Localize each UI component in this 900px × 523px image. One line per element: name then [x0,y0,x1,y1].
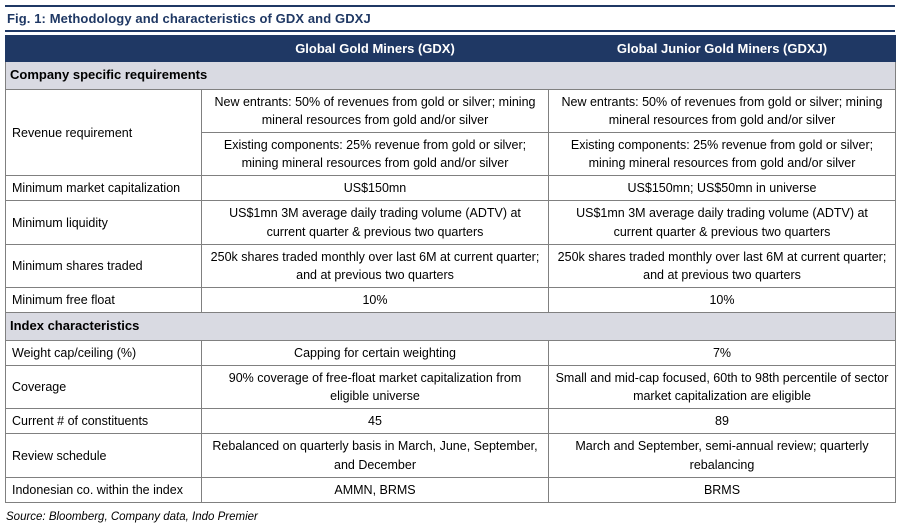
table-row-min-shares-traded: Minimum shares traded 250k shares traded… [5,243,896,288]
cell-coverage-gdxj: Small and mid-cap focused, 60th to 98th … [548,365,896,410]
cell-revenue-new-entrants-gdx: New entrants: 50% of revenues from gold … [201,88,549,134]
table-row-review-schedule: Review schedule Rebalanced on quarterly … [5,433,896,478]
cell-weight-cap-gdxj: 7% [548,339,896,367]
col-header-gdxj: Global Junior Gold Miners (GDXJ) [548,35,896,62]
cell-min-shares-traded-gdx: 250k shares traded monthly over last 6M … [201,243,549,288]
table-row-min-free-float: Minimum free float 10% 10% [5,286,896,314]
table-header-row: Global Gold Miners (GDX) Global Junior G… [5,35,896,62]
table-row-weight-cap: Weight cap/ceiling (%) Capping for certa… [5,339,896,367]
row-label-min-shares-traded: Minimum shares traded [5,243,202,288]
cell-revenue-new-entrants-gdxj: New entrants: 50% of revenues from gold … [548,88,896,134]
row-label-weight-cap: Weight cap/ceiling (%) [5,339,202,367]
table-row-min-liquidity: Minimum liquidity US$1mn 3M average dail… [5,200,896,245]
cell-min-market-cap-gdxj: US$150mn; US$50mn in universe [548,175,896,202]
cell-min-shares-traded-gdxj: 250k shares traded monthly over last 6M … [548,243,896,288]
row-label-review-schedule: Review schedule [5,433,202,478]
row-label-indonesian-co: Indonesian co. within the index [5,476,202,503]
cell-revenue-existing-gdx: Existing components: 25% revenue from go… [201,132,549,177]
cell-weight-cap-gdx: Capping for certain weighting [201,339,549,367]
cell-current-constituents-gdxj: 89 [548,408,896,435]
methodology-table: Global Gold Miners (GDX) Global Junior G… [5,35,896,503]
cell-review-schedule-gdx: Rebalanced on quarterly basis in March, … [201,433,549,478]
cell-min-free-float-gdx: 10% [201,286,549,314]
cell-coverage-gdx: 90% coverage of free-float market capita… [201,365,549,410]
figure-title: Fig. 1: Methodology and characteristics … [5,5,895,32]
section-title: Index characteristics [5,312,896,341]
cell-min-liquidity-gdxj: US$1mn 3M average daily trading volume (… [548,200,896,245]
cell-min-free-float-gdxj: 10% [548,286,896,314]
cell-min-market-cap-gdx: US$150mn [201,175,549,202]
cell-current-constituents-gdx: 45 [201,408,549,435]
row-label-min-free-float: Minimum free float [5,286,202,314]
cell-indonesian-co-gdxj: BRMS [548,476,896,503]
row-label-current-constituents: Current # of constituents [5,408,202,435]
row-label-min-market-cap: Minimum market capitalization [5,175,202,202]
cell-min-liquidity-gdx: US$1mn 3M average daily trading volume (… [201,200,549,245]
section-company-specific-requirements: Company specific requirements [5,61,896,90]
table-row-coverage: Coverage 90% coverage of free-float mark… [5,365,896,410]
table-row-revenue-new-entrants: Revenue requirement New entrants: 50% of… [5,88,896,177]
table-row-min-market-cap: Minimum market capitalization US$150mn U… [5,175,896,202]
col-header-blank [5,35,202,62]
section-index-characteristics: Index characteristics [5,312,896,341]
col-header-gdx: Global Gold Miners (GDX) [201,35,549,62]
table-row-indonesian-co: Indonesian co. within the index AMMN, BR… [5,476,896,503]
row-label-coverage: Coverage [5,365,202,410]
cell-revenue-existing-gdxj: Existing components: 25% revenue from go… [548,132,896,177]
cell-indonesian-co-gdx: AMMN, BRMS [201,476,549,503]
table-row-revenue-existing-components: Existing components: 25% revenue from go… [6,132,896,177]
section-title: Company specific requirements [5,61,896,90]
row-label-revenue-requirement: Revenue requirement [5,88,202,177]
source-note: Source: Bloomberg, Company data, Indo Pr… [6,510,258,523]
cell-review-schedule-gdxj: March and September, semi-annual review;… [548,433,896,478]
table-row-current-constituents: Current # of constituents 45 89 [5,408,896,435]
row-label-min-liquidity: Minimum liquidity [5,200,202,245]
